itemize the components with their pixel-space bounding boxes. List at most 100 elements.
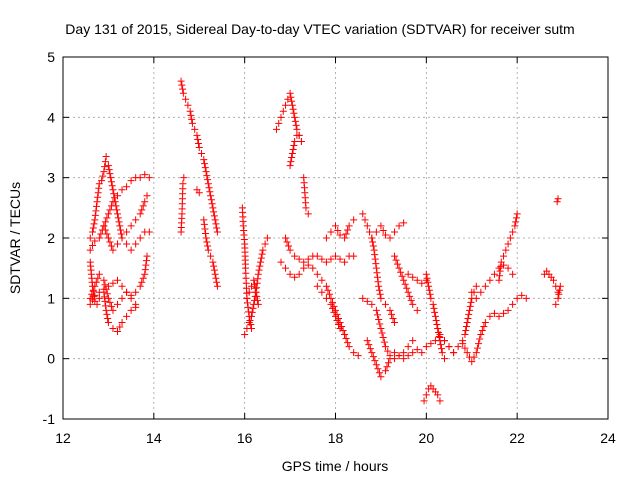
data-point bbox=[504, 240, 512, 248]
data-point bbox=[422, 270, 430, 278]
data-point bbox=[478, 327, 486, 335]
data-point bbox=[86, 234, 94, 242]
data-point bbox=[210, 208, 218, 216]
data-point bbox=[295, 270, 303, 278]
data-point bbox=[201, 164, 209, 172]
data-point bbox=[413, 306, 421, 314]
data-point bbox=[335, 320, 343, 328]
data-point bbox=[434, 325, 442, 332]
data-point bbox=[89, 242, 97, 250]
data-point bbox=[512, 218, 520, 226]
data-point bbox=[369, 238, 377, 246]
data-point bbox=[253, 284, 261, 292]
data-point bbox=[106, 206, 114, 214]
data-point bbox=[342, 230, 350, 238]
data-point bbox=[332, 252, 339, 260]
data-point bbox=[118, 282, 126, 290]
x-tick-label: 14 bbox=[146, 430, 162, 446]
data-point bbox=[375, 315, 383, 323]
data-point bbox=[206, 188, 214, 196]
data-point bbox=[100, 293, 108, 301]
data-point bbox=[553, 198, 561, 206]
x-tick-label: 20 bbox=[419, 430, 435, 446]
data-point bbox=[286, 162, 294, 170]
data-point bbox=[127, 291, 135, 299]
data-point bbox=[370, 246, 378, 254]
data-point bbox=[373, 269, 381, 277]
data-point bbox=[462, 327, 470, 335]
data-point bbox=[445, 343, 453, 351]
data-point bbox=[99, 172, 107, 180]
data-point bbox=[247, 312, 255, 320]
data-point bbox=[400, 276, 408, 284]
data-point bbox=[100, 168, 108, 176]
data-point bbox=[109, 186, 117, 194]
data-point bbox=[409, 349, 417, 357]
data-point bbox=[204, 242, 212, 250]
data-point bbox=[191, 125, 199, 133]
data-point bbox=[210, 266, 218, 274]
data-point bbox=[142, 257, 150, 265]
data-point bbox=[431, 308, 439, 316]
data-point bbox=[203, 172, 211, 180]
data-point bbox=[248, 308, 256, 316]
data-point bbox=[107, 178, 115, 186]
data-point bbox=[333, 316, 341, 324]
data-point bbox=[200, 216, 208, 224]
data-point bbox=[91, 211, 99, 219]
data-point bbox=[89, 228, 97, 236]
data-point bbox=[374, 273, 382, 281]
data-point bbox=[322, 234, 330, 242]
data-point bbox=[371, 255, 379, 263]
data-point bbox=[496, 272, 504, 280]
data-point bbox=[366, 345, 374, 353]
data-point bbox=[336, 325, 344, 332]
data-point bbox=[441, 355, 448, 363]
data-point bbox=[368, 300, 376, 308]
data-point bbox=[288, 97, 296, 105]
x-axis-label: GPS time / hours bbox=[282, 458, 389, 474]
data-point bbox=[200, 156, 208, 164]
y-tick-label: 0 bbox=[47, 351, 55, 367]
data-point bbox=[142, 261, 150, 269]
data-point bbox=[102, 306, 110, 314]
data-point bbox=[282, 101, 290, 109]
data-point bbox=[304, 255, 312, 263]
data-point bbox=[213, 224, 221, 232]
data-point bbox=[97, 230, 105, 238]
data-point bbox=[209, 204, 217, 212]
data-point bbox=[554, 294, 562, 302]
data-point bbox=[556, 286, 564, 294]
data-point bbox=[467, 298, 475, 306]
data-point bbox=[261, 240, 269, 248]
data-point bbox=[381, 367, 389, 375]
data-point bbox=[106, 298, 114, 306]
data-point bbox=[252, 288, 260, 296]
data-point bbox=[328, 304, 336, 312]
data-point bbox=[290, 109, 298, 117]
data-point bbox=[313, 252, 321, 260]
data-point bbox=[384, 359, 392, 367]
y-tick-labels: -1 0 1 2 3 4 5 bbox=[43, 49, 56, 427]
data-point bbox=[400, 349, 408, 357]
data-point bbox=[123, 183, 131, 191]
y-tick-label: 5 bbox=[47, 49, 55, 65]
data-point bbox=[509, 228, 517, 236]
data-point bbox=[101, 218, 109, 226]
data-point bbox=[550, 276, 557, 284]
data-point bbox=[286, 89, 294, 97]
data-point bbox=[436, 397, 444, 405]
data-point bbox=[394, 260, 402, 268]
data-point bbox=[209, 258, 217, 266]
data-point bbox=[555, 290, 563, 298]
data-point bbox=[359, 210, 367, 218]
data-point bbox=[104, 294, 112, 302]
data-point bbox=[145, 228, 153, 236]
data-point bbox=[454, 343, 462, 351]
data-point bbox=[430, 304, 438, 312]
data-point bbox=[413, 276, 421, 284]
data-point bbox=[188, 115, 196, 123]
data-point bbox=[386, 306, 394, 314]
data-point bbox=[202, 234, 210, 242]
data-point bbox=[116, 222, 124, 230]
